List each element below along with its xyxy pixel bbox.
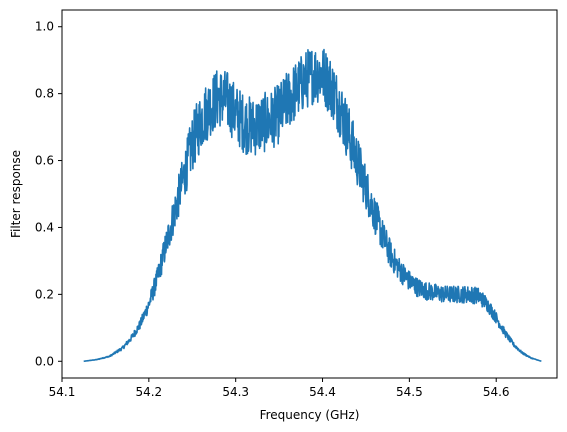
y-tick-label: 1.0	[35, 20, 54, 34]
x-axis: 54.1 54.2 54.3 54.4 54.5 54.6	[49, 378, 510, 399]
x-tick-label: 54.3	[222, 385, 249, 399]
y-tick-label: 0.8	[35, 87, 54, 101]
plot-area	[83, 48, 542, 363]
y-axis: 0.0 0.2 0.4 0.6 0.8 1.0	[35, 20, 62, 368]
x-tick-label: 54.6	[483, 385, 510, 399]
y-tick-label: 0.4	[35, 220, 54, 234]
y-axis-label: Filter response	[9, 150, 23, 238]
x-tick-label: 54.5	[396, 385, 423, 399]
x-tick-label: 54.1	[49, 385, 76, 399]
y-tick-label: 0.2	[35, 287, 54, 301]
series-line	[83, 48, 542, 363]
x-tick-label: 54.4	[309, 385, 336, 399]
y-tick-label: 0.0	[35, 354, 54, 368]
x-tick-label: 54.2	[135, 385, 162, 399]
axes-frame	[61, 9, 558, 379]
x-axis-label: Frequency (GHz)	[260, 408, 360, 422]
y-tick-label: 0.6	[35, 154, 54, 168]
